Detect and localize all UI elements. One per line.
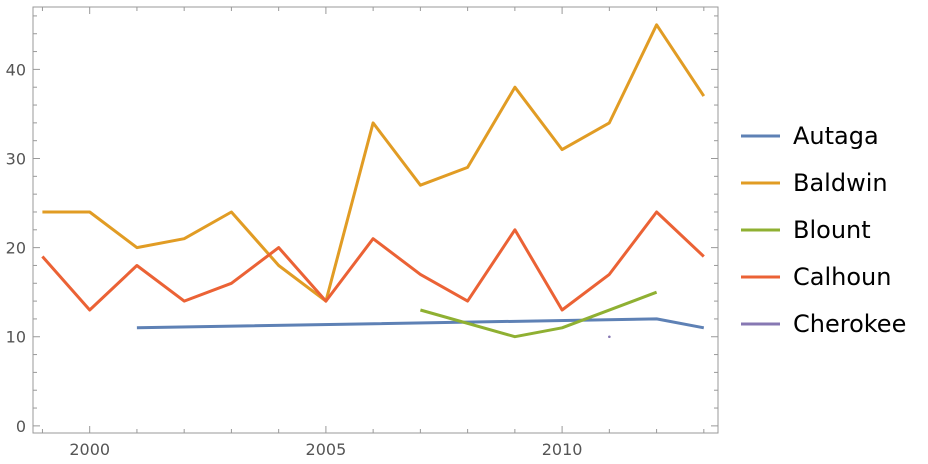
y-tick-label: 20	[6, 239, 26, 258]
legend-label: Baldwin	[793, 169, 888, 197]
y-tick-label: 30	[6, 150, 26, 169]
y-tick-label: 0	[16, 417, 26, 436]
series-line-calhoun	[41, 210, 705, 312]
y-tick-label: 40	[6, 60, 26, 79]
x-tick-label: 2010	[542, 440, 583, 459]
legend-label: Blount	[793, 216, 871, 244]
x-tick-label: 2000	[69, 440, 110, 459]
legend-label: Cherokee	[793, 310, 906, 338]
axis-ticks: 2000 2005 2010 0 10 20 30 40	[6, 7, 718, 459]
series-layer	[41, 23, 706, 339]
legend-label: Autaga	[793, 122, 879, 150]
legend: Autaga Baldwin Blount Calhoun Cherokee	[741, 122, 906, 338]
series-line-blount	[419, 290, 658, 339]
series-point-cherokee	[608, 335, 611, 339]
y-tick-label: 10	[6, 328, 26, 347]
x-tick-label: 2005	[306, 440, 347, 459]
plot-frame	[32, 6, 719, 434]
legend-label: Calhoun	[793, 263, 891, 291]
series-line-baldwin	[42, 23, 706, 303]
series-line-autaga	[136, 317, 705, 330]
